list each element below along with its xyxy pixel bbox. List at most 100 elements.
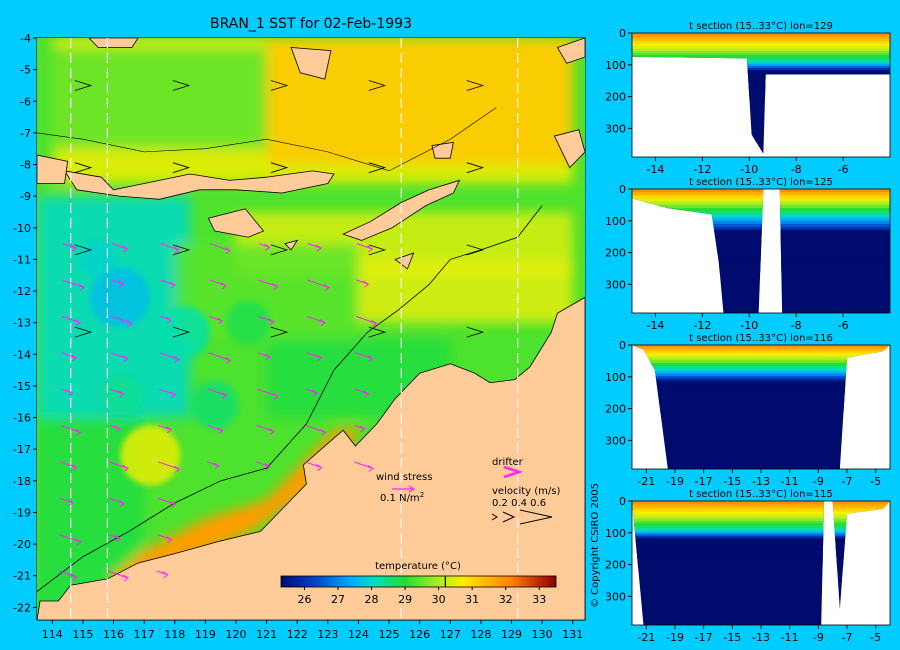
section-x-tick-label: -10 [740,163,758,176]
current-arrow [159,315,172,324]
section-x-tick-label: -11 [781,631,799,644]
section-band [632,248,890,252]
section-y-tick-label: 200 [605,559,626,572]
current-arrow [108,534,122,543]
wind-chevron [466,162,485,174]
map-legend: wind stress 0.1 N/m2 drifter velocity (m… [376,457,560,525]
colorbar-tick-label: 31 [465,593,479,606]
current-arrow [256,461,271,471]
current-arrow [256,425,275,435]
section-band [632,46,890,50]
section-title: t section (15..33°C) lon=125 [689,177,833,188]
section-band [632,360,890,364]
section-band [632,220,890,225]
current-arrow [107,570,130,582]
current-arrow [354,388,370,398]
wind-chevron [466,244,485,256]
x-tick-label: 114 [42,628,63,641]
y-tick-label: -16 [13,412,31,425]
current-arrow [257,315,275,326]
y-tick-label: -11 [13,253,31,266]
map-title: BRAN_1 SST for 02-Feb-1993 [210,16,412,32]
section-band [632,345,890,348]
section-band [632,349,890,352]
section-band [632,546,890,550]
section-band [632,407,890,410]
x-tick-label: 131 [562,628,583,641]
section-band [632,72,890,75]
section-x-tick-label: -8 [791,163,802,176]
section-band [632,217,890,222]
section-band [632,563,890,567]
current-arrow [305,425,327,436]
section-band [632,391,890,395]
section-x-tick-label: -15 [723,475,741,488]
y-tick-label: -8 [20,159,31,172]
section-band [632,189,890,193]
wind-chevron [74,162,93,174]
y-tick-label: -5 [20,64,31,77]
wind-chevron [172,162,191,174]
section-band [632,40,890,45]
section-band [632,204,890,209]
section-x-tick-label: -19 [666,475,684,488]
section-band [632,557,890,560]
colorbar-tick-label: 29 [398,593,412,606]
current-vectors [58,80,485,582]
section-band [632,542,890,546]
y-tick-label: -20 [13,538,31,551]
bathymetry-contours [37,107,543,592]
section-band [632,43,890,47]
section-band [632,223,890,228]
land-polygon [556,38,585,64]
eddy [190,380,239,429]
current-arrow [58,570,78,581]
section-band [632,57,890,61]
section-band [632,531,890,535]
depth-contour [37,107,497,172]
section-band [632,195,890,200]
current-arrow [61,388,74,397]
section-frame [631,32,891,158]
current-arrow [59,534,82,546]
section-band [632,521,890,524]
y-tick-label: -4 [20,32,31,45]
colorbar-tick-label: 30 [432,593,446,606]
section-band [632,378,890,383]
section-band [632,214,890,219]
current-arrow [158,388,177,399]
section-y-tick-label: 200 [605,247,626,260]
section-band [632,227,890,231]
x-tick-label: 121 [256,628,277,641]
y-tick-label: -19 [13,506,31,519]
temperature-sections: t section (15..33°C) lon=129 -14 -12 -10 -8 -… [605,21,891,644]
current-arrow [109,461,129,472]
colorbar-tick-label: 27 [331,593,345,606]
section-title: t section (15..33°C) lon=115 [689,489,833,500]
section-band [632,243,890,247]
sst-field [37,38,585,620]
section-x-tick-label: -9 [813,475,824,488]
y-tick-label: -18 [13,475,31,488]
colorbar-tick-label: 32 [499,593,513,606]
current-arrow [207,388,228,399]
section-x-tick-label: -21 [637,475,655,488]
current-arrow [258,243,271,251]
current-arrow [209,279,228,290]
x-tick-label: 116 [103,628,124,641]
section-band [632,389,890,393]
wind-chevron [270,162,289,174]
section-panel: t section (15..33°C) lon=115 -21 -19 -17 -15… [605,489,891,644]
current-arrow [258,279,279,291]
wind-chevron [270,244,289,256]
current-arrow [355,315,378,327]
section-band [632,63,890,67]
current-arrow [157,534,173,543]
map-y-axis: -4 -5 -6 -7 -8 -9 -10 -11 -12 -13 -14 -15 -16 -17 -18 -… [13,32,37,614]
section-y-tick-label: 100 [605,371,626,384]
current-arrow [207,425,224,435]
section-band [632,91,890,95]
section-title: t section (15..33°C) lon=116 [689,333,833,344]
wind-chevron [270,326,289,338]
section-band [632,35,890,39]
